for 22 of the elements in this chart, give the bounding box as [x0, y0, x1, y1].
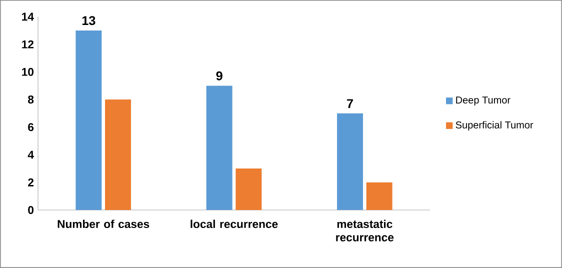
bar — [336, 113, 363, 210]
y-tick-label: 2 — [28, 178, 34, 186]
y-tick-label: 6 — [28, 123, 34, 132]
x-tick-label: metastatic recurrence — [336, 220, 394, 242]
y-tick-label: 14 — [22, 12, 34, 21]
y-tick-label: 10 — [22, 68, 34, 76]
data-label: 9 — [216, 71, 222, 80]
x-tick-label: Number of cases — [58, 220, 150, 228]
data-label: 7 — [347, 99, 353, 108]
bar — [236, 168, 262, 210]
y-tick-label: 8 — [28, 96, 34, 104]
y-tick-label: 12 — [22, 40, 34, 48]
bar — [366, 182, 392, 210]
x-tick-label: local recurrence — [190, 220, 278, 228]
legend-label: Superficial Tumor — [456, 121, 534, 130]
y-tick-label: 4 — [28, 150, 34, 159]
bar — [206, 86, 232, 210]
y-tick-label: 0 — [28, 206, 34, 214]
data-label: 13 — [82, 16, 96, 26]
bar — [105, 100, 132, 210]
bar — [76, 30, 102, 210]
legend-label: Deep Tumor — [456, 96, 510, 106]
